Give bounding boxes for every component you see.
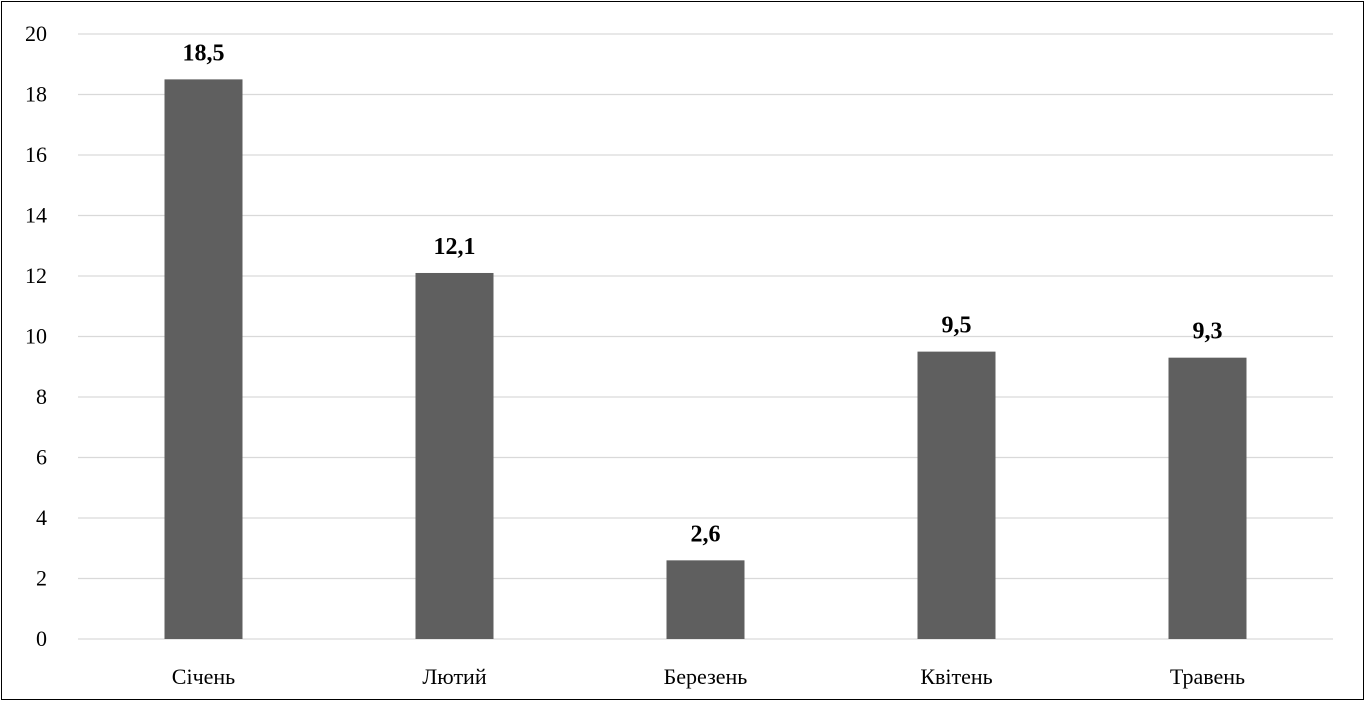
x-axis-categories: Січень Лютий Березень Квітень Травень (172, 664, 1245, 689)
y-tick-label: 10 (25, 324, 47, 349)
y-tick-label: 16 (25, 142, 47, 167)
y-tick-label: 0 (36, 626, 47, 651)
y-axis-ticks: 0 2 4 6 8 10 12 14 16 18 20 (25, 21, 47, 651)
bar (1168, 357, 1247, 639)
data-label: 9,5 (942, 313, 972, 339)
x-category-label: Березень (664, 664, 748, 689)
bar (666, 560, 745, 639)
data-label: 2,6 (691, 521, 721, 547)
gridlines (78, 33, 1333, 640)
y-tick-label: 2 (36, 566, 47, 591)
x-category-label: Січень (172, 664, 235, 689)
data-label: 12,1 (434, 234, 476, 260)
y-tick-label: 18 (25, 82, 47, 107)
bar (917, 351, 996, 639)
data-labels: 18,5 12,1 2,6 9,5 9,3 (183, 40, 1223, 547)
bars (164, 79, 1247, 639)
y-tick-label: 4 (36, 505, 47, 530)
x-category-label: Квітень (920, 664, 992, 689)
x-category-label: Травень (1170, 664, 1245, 689)
x-category-label: Лютий (422, 664, 486, 689)
bar (415, 272, 494, 639)
y-tick-label: 12 (25, 263, 47, 288)
y-tick-label: 20 (25, 21, 47, 46)
bar (164, 79, 243, 639)
y-tick-label: 8 (36, 384, 47, 409)
y-tick-label: 6 (36, 445, 47, 470)
data-label: 18,5 (183, 40, 225, 66)
data-label: 9,3 (1193, 319, 1223, 345)
y-tick-label: 14 (25, 203, 47, 228)
